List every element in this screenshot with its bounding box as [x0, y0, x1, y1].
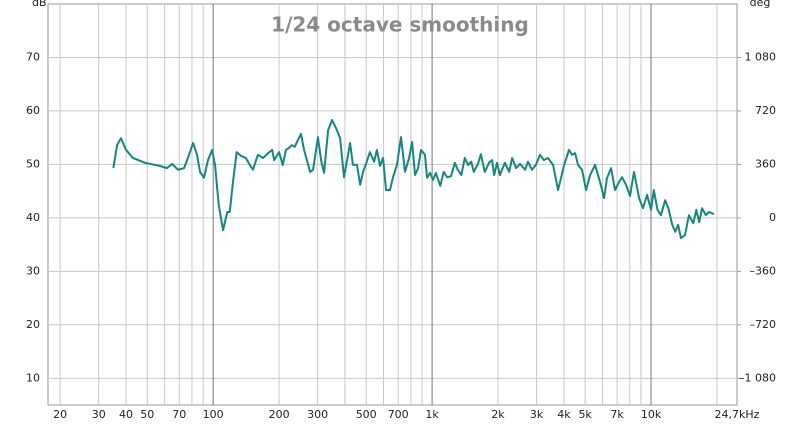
y2-tick-label: –360	[750, 264, 777, 277]
y2-tick-label: 1 080	[745, 50, 777, 63]
x-tick-label: 24,7kHz	[715, 408, 760, 421]
y2-tick-label: –1 080	[739, 371, 776, 384]
x-tick-label: 200	[269, 408, 290, 421]
y2-tick-label: –720	[750, 318, 777, 331]
chart-title: 1/24 octave smoothing	[271, 13, 529, 37]
x-tick-label: 1k	[425, 408, 439, 421]
x-tick-label: 10k	[641, 408, 662, 421]
y2-tick-label: 0	[769, 211, 776, 224]
x-tick-label: 700	[388, 408, 409, 421]
x-tick-label: 2k	[491, 408, 505, 421]
x-tick-label: 50	[140, 408, 154, 421]
y-axis-label: dB	[32, 0, 47, 9]
y-tick-label: 30	[26, 264, 40, 277]
x-tick-label: 3k	[530, 408, 544, 421]
x-tick-label: 30	[92, 408, 106, 421]
x-tick-label: 500	[356, 408, 377, 421]
y-tick-label: 60	[26, 104, 40, 117]
x-tick-label: 40	[119, 408, 133, 421]
y2-axis-label: deg	[750, 0, 771, 9]
x-tick-label: 5k	[578, 408, 592, 421]
x-tick-label: 300	[307, 408, 328, 421]
x-tick-label: 20	[53, 408, 67, 421]
y-tick-label: 10	[26, 371, 40, 384]
y-tick-label: 40	[26, 211, 40, 224]
x-tick-label: 7k	[610, 408, 624, 421]
y2-tick-label: 360	[755, 157, 776, 170]
y2-tick-label: 720	[755, 104, 776, 117]
y-tick-label: 70	[26, 50, 40, 63]
x-tick-label: 100	[203, 408, 224, 421]
y-tick-label: 50	[26, 157, 40, 170]
x-tick-label: 70	[172, 408, 186, 421]
plot-area	[47, 3, 738, 406]
y-tick-label: 20	[26, 318, 40, 331]
response-line	[112, 119, 715, 240]
x-tick-label: 4k	[557, 408, 571, 421]
